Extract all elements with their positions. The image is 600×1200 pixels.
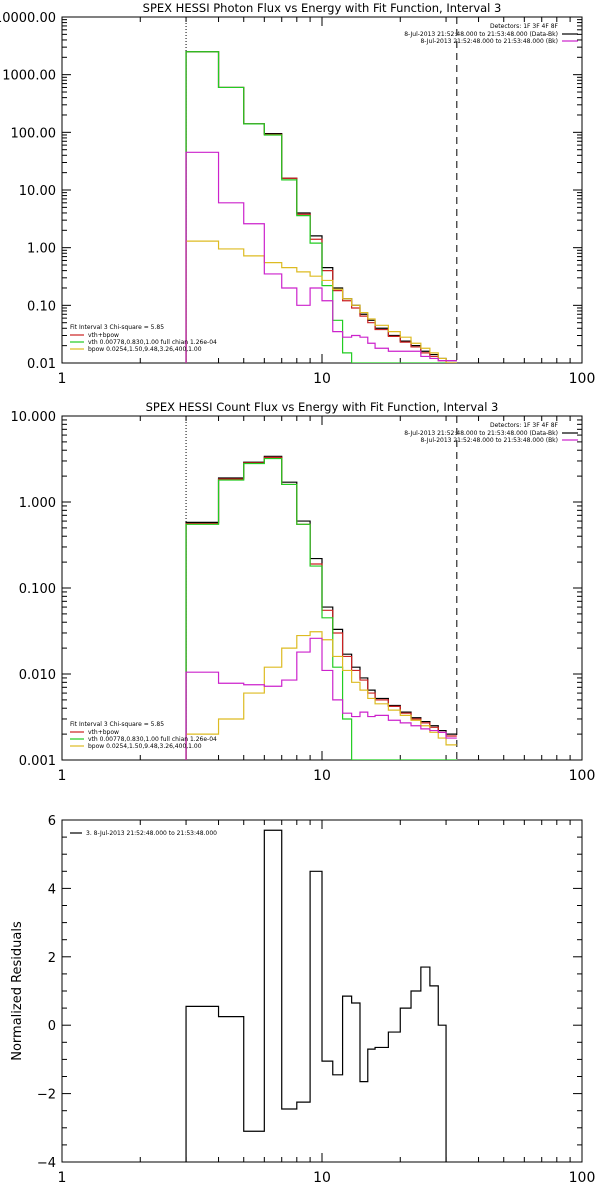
plot-panel-1: SPEX HESSI Photon Flux vs Energy with Fi… <box>0 1 595 387</box>
y-tick-label: 10.00 <box>19 184 56 199</box>
y-tick-label: 1000.00 <box>2 69 56 84</box>
y-tick-label: −4 <box>37 1156 56 1171</box>
y-tick-label: 0.001 <box>19 754 56 769</box>
fit-legend-entry-total_fit: vth+bpow <box>88 729 119 736</box>
fit-legend-header: Fit Interval 3 Chi-square = 5.85 <box>70 324 164 331</box>
series-vth <box>185 457 457 760</box>
fit-legend-entry-bpow: bpow 0.0254,1.50,9.48,3.26,400,1.00 <box>88 346 202 353</box>
y-tick-label: 100.00 <box>11 126 57 141</box>
plot-frame <box>61 16 583 364</box>
series-data <box>185 51 457 363</box>
y-tick-label: 0.10 <box>27 299 56 314</box>
x-tick-label: 10 <box>313 1170 331 1186</box>
x-tick-label: 10 <box>313 768 331 784</box>
legend-entry-data: 8-Jul-2013 21:52:48.000 to 21:53:48.000 … <box>404 430 558 437</box>
chart-title: SPEX HESSI Count Flux vs Energy with Fit… <box>146 400 499 414</box>
y-tick-label: 1.00 <box>27 242 56 257</box>
plot-panel-2: SPEX HESSI Count Flux vs Energy with Fit… <box>11 400 596 784</box>
fit-legend-entry-vth: vth 0.00778,0.830,1.00 full chian 1.26e-… <box>88 339 217 346</box>
legend-entry-data: 8-Jul-2013 21:52:48.000 to 21:53:48.000 … <box>404 31 558 38</box>
x-tick-label: 100 <box>569 768 596 784</box>
detectors-label: Detectors: 1F 3F 4F 8F <box>490 422 559 429</box>
x-tick-label: 1 <box>58 768 67 784</box>
y-tick-label: 0.01 <box>27 357 56 372</box>
x-tick-label: 100 <box>569 371 596 387</box>
x-tick-label: 1 <box>58 1170 67 1186</box>
x-tick-label: 1 <box>58 371 67 387</box>
series-background <box>185 637 457 760</box>
y-tick-label: 6 <box>48 814 56 829</box>
detectors-label: Detectors: 1F 3F 4F 8F <box>490 23 559 30</box>
y-tick-label: 1.000 <box>19 496 56 511</box>
fit-legend-entry-total_fit: vth+bpow <box>88 332 119 339</box>
plot-panel-3: 1 10 100 6 4 2 0 −2 −4 Normalized Residuals 3. 8-J… <box>10 814 595 1186</box>
series-background <box>185 151 457 363</box>
legend-entry-background: 8-Jul-2013 21:52:48.000 to 21:53:48.000 … <box>420 437 558 444</box>
y-tick-label: 2 <box>48 951 56 966</box>
series-total_fit <box>185 51 457 363</box>
fit-legend-entry-bpow: bpow 0.0254,1.50,9.48,3.26,400,1.00 <box>88 743 202 750</box>
fit-legend-header: Fit Interval 3 Chi-square = 5.85 <box>70 721 164 728</box>
y-tick-label: 4 <box>48 882 56 897</box>
x-tick-label: 100 <box>569 1170 596 1186</box>
y-tick-label: 10000.00 <box>0 11 56 26</box>
legend-entry-background: 8-Jul-2013 21:52:48.000 to 21:53:48.000 … <box>420 38 558 45</box>
residual-legend-entry: 3. 8-Jul-2013 21:52:48.000 to 21:53:48.0… <box>86 830 217 837</box>
x-tick-label: 10 <box>313 371 331 387</box>
series-vth <box>185 51 457 363</box>
y-tick-label: −2 <box>37 1088 56 1103</box>
fit-legend-entry-vth: vth 0.00778,0.830,1.00 full chian 1.26e-… <box>88 736 217 743</box>
series-data <box>185 829 447 1162</box>
y-axis-label: Normalized Residuals <box>10 921 25 1061</box>
y-tick-label: 0.010 <box>19 668 56 683</box>
y-tick-label: 0 <box>48 1019 56 1034</box>
y-tick-label: 10.000 <box>11 410 57 425</box>
chart-title: SPEX HESSI Photon Flux vs Energy with Fi… <box>143 1 502 15</box>
y-tick-label: 0.100 <box>19 582 56 597</box>
